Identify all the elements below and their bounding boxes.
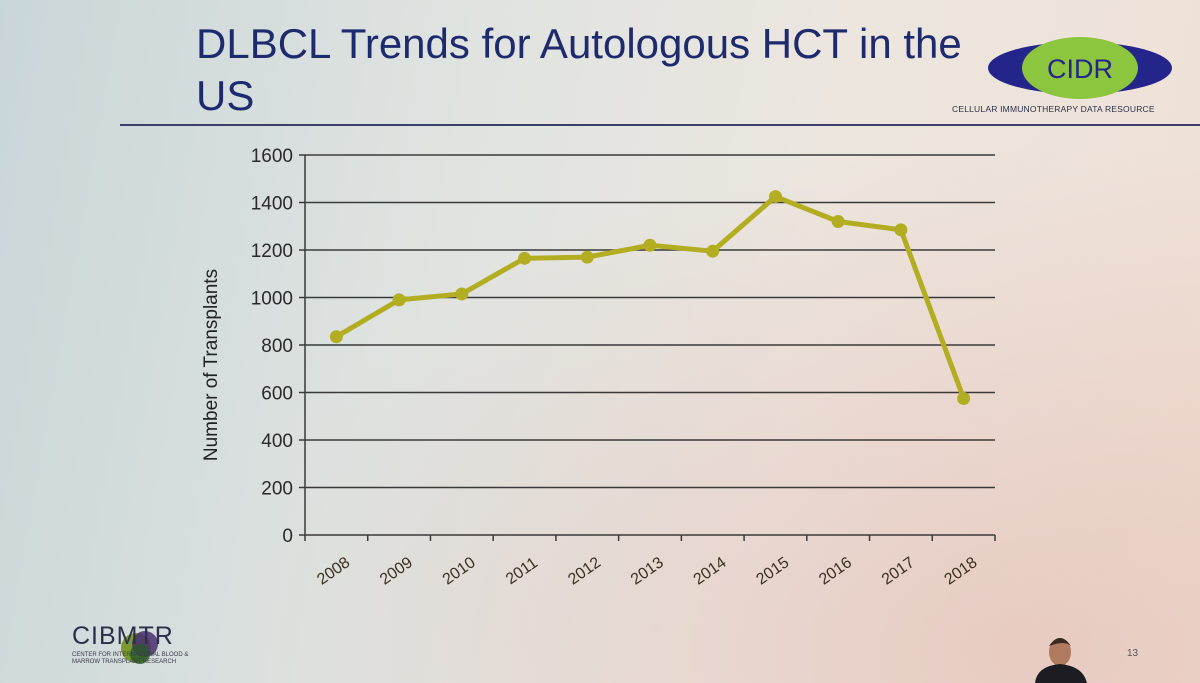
data-point	[392, 293, 406, 307]
y-tick-label: 600	[261, 384, 293, 405]
x-tick-label: 2012	[565, 554, 604, 588]
x-tick-label: 2018	[942, 554, 981, 588]
y-tick-label: 200	[261, 479, 293, 500]
page-number: 13	[1127, 648, 1139, 659]
y-tick-label: 1400	[251, 194, 293, 215]
y-tick-label: 1600	[251, 146, 293, 167]
data-point	[706, 244, 720, 258]
speaker-photo	[1035, 638, 1087, 683]
data-point	[329, 330, 343, 344]
cibmtr-tagline: CENTER FOR INTERNATIONAL BLOOD & MARROW …	[72, 652, 189, 665]
x-tick-label: 2017	[879, 554, 918, 588]
data-point	[518, 251, 532, 265]
y-tick-label: 800	[261, 336, 293, 357]
y-axis-title: Number of Transplants	[201, 269, 222, 461]
data-point	[831, 215, 845, 228]
data-point	[580, 250, 594, 264]
y-tick-label: 400	[261, 431, 293, 452]
cidr-logo-text: CIDR	[1047, 54, 1113, 84]
x-tick-label: 2015	[753, 554, 792, 588]
title-divider	[120, 124, 1200, 126]
data-point	[957, 391, 971, 405]
cidr-tagline: CELLULAR IMMUNOTHERAPY DATA RESOURCE	[952, 104, 1155, 114]
data-point	[894, 223, 908, 237]
cidr-logo: CIDR	[988, 37, 1172, 99]
cibmtr-logo	[121, 631, 158, 664]
slide-title: DLBCL Trends for Autologous HCT in the U…	[196, 20, 962, 119]
x-tick-label: 2010	[440, 554, 479, 588]
cibmtr-logo-text: CIBMTR	[72, 622, 174, 650]
x-tick-label: 2011	[503, 554, 541, 588]
data-point	[768, 190, 782, 204]
x-tick-label: 2009	[377, 554, 416, 588]
data-point	[455, 287, 469, 301]
x-tick-label: 2016	[816, 554, 855, 588]
y-tick-label: 1200	[251, 241, 293, 262]
x-tick-label: 2008	[314, 554, 353, 588]
y-tick-label: 0	[282, 526, 293, 547]
x-tick-label: 2014	[691, 554, 730, 588]
x-tick-label: 2013	[628, 554, 667, 588]
y-tick-label: 1000	[251, 289, 293, 310]
data-point	[643, 238, 657, 252]
